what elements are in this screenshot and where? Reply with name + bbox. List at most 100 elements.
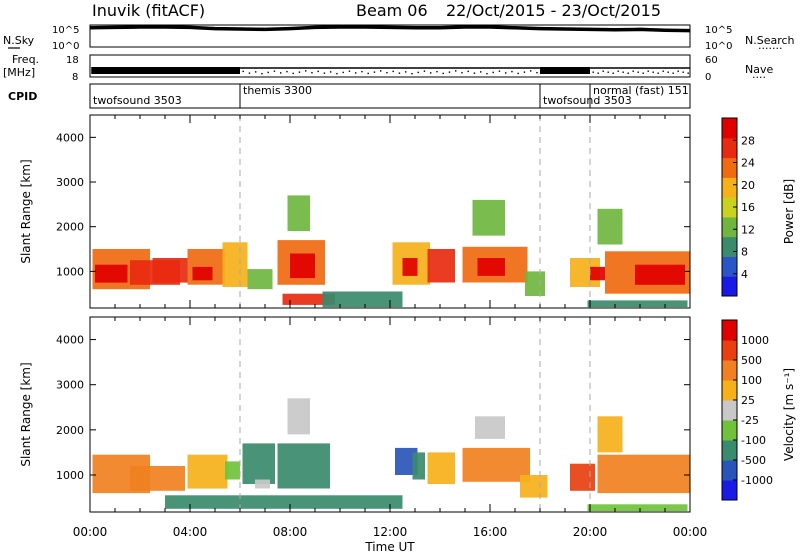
colorbar-swatch bbox=[722, 177, 737, 198]
nave-dot bbox=[486, 72, 488, 75]
x-tick-label: 16:00 bbox=[473, 525, 508, 539]
nave-dot bbox=[430, 72, 432, 74]
nave-dot bbox=[405, 71, 407, 73]
colorbar-swatch bbox=[722, 460, 737, 481]
nave-dot bbox=[627, 72, 629, 74]
nsearch-label: N.Search bbox=[745, 34, 795, 47]
nave-dot bbox=[417, 71, 419, 74]
colorbar-tick-label: 1000 bbox=[741, 334, 769, 347]
y-tick-label: 1000 bbox=[56, 469, 84, 482]
nave-dot bbox=[423, 70, 426, 72]
heatmap-cell bbox=[225, 461, 240, 480]
heatmap-cell bbox=[477, 258, 505, 276]
colorbar-swatch bbox=[722, 320, 737, 341]
nave-dot bbox=[667, 71, 669, 73]
cpid-segment-label: twofsound 3503 bbox=[93, 94, 182, 107]
heatmap-cell bbox=[290, 253, 315, 279]
cpid-segment-label: normal (fast) 151 bbox=[593, 84, 689, 97]
colorbar-label: Power [dB] bbox=[782, 179, 796, 244]
heatmap-cell bbox=[635, 264, 685, 285]
noise-frame bbox=[89, 24, 691, 48]
nave-dot bbox=[255, 71, 257, 73]
heatmap-cell bbox=[427, 452, 455, 484]
colorbar-swatch bbox=[722, 157, 737, 178]
nave-dot bbox=[672, 72, 674, 74]
nave-dot bbox=[398, 72, 401, 74]
nave-dot bbox=[342, 71, 344, 74]
heatmap-cell bbox=[412, 452, 425, 480]
heatmap-cell bbox=[590, 266, 605, 281]
heatmap-cell bbox=[402, 258, 418, 276]
heatmap-cell bbox=[287, 195, 310, 232]
x-tick-label: 20:00 bbox=[573, 525, 608, 539]
nave-dot bbox=[523, 71, 526, 73]
nave-dot bbox=[317, 70, 319, 73]
frequency-panel: 18 8 60 0 bbox=[66, 54, 718, 83]
nave-dot bbox=[517, 72, 519, 75]
heatmap-cell bbox=[395, 447, 418, 475]
noise-right-bottom-tick: 10^0 bbox=[705, 41, 732, 52]
colorbar-swatch bbox=[722, 340, 737, 361]
freq-band-1 bbox=[91, 67, 240, 74]
nave-dot bbox=[323, 72, 326, 74]
nave-dot bbox=[617, 70, 619, 72]
heatmap-cell bbox=[287, 398, 310, 435]
noise-right-top-tick: 10^5 bbox=[705, 25, 732, 36]
nave-dot bbox=[361, 70, 363, 73]
nave-dot bbox=[442, 72, 444, 75]
colorbar-label: Velocity [m s⁻¹] bbox=[782, 368, 796, 461]
nave-dot bbox=[647, 70, 649, 72]
nave-dot bbox=[677, 70, 679, 72]
y-tick-label: 4000 bbox=[56, 334, 84, 347]
colorbar-tick-label: 500 bbox=[741, 354, 762, 367]
nave-label: Nave bbox=[745, 63, 773, 76]
colorbar-tick-label: 20 bbox=[741, 179, 755, 192]
heatmap-cell bbox=[130, 466, 185, 491]
colorbar-swatch bbox=[722, 197, 737, 218]
heatmap-cell bbox=[282, 293, 335, 305]
nave-dot bbox=[373, 71, 376, 73]
nave-dot bbox=[348, 70, 351, 72]
heatmap-cell bbox=[597, 454, 690, 494]
colorbar-swatch bbox=[722, 236, 737, 257]
colorbar-tick-label: 12 bbox=[741, 223, 755, 236]
y-tick-label: 2000 bbox=[56, 424, 84, 437]
freq-left-top-tick: 18 bbox=[66, 55, 79, 66]
colorbar-tick-label: 16 bbox=[741, 201, 755, 214]
date-range: 22/Oct/2015 - 23/Oct/2015 bbox=[446, 1, 661, 20]
colorbar-frame bbox=[721, 319, 738, 501]
heatmap-cell bbox=[255, 479, 270, 489]
nave-dot bbox=[461, 71, 463, 74]
y-tick-label: 3000 bbox=[56, 176, 84, 189]
heatmap-cell bbox=[427, 249, 455, 283]
nave-dot bbox=[637, 71, 639, 73]
x-tick-label: 08:00 bbox=[273, 525, 308, 539]
nave-dot bbox=[355, 72, 357, 74]
heatmap-cell bbox=[462, 447, 530, 482]
beam-label: Beam 06 bbox=[356, 1, 428, 20]
colorbar-tick-label: 100 bbox=[741, 374, 762, 387]
heatmap-cell bbox=[587, 504, 688, 512]
velocity-panel: 1000 2000 3000 4000 Slant Range [km] 1000 500… bbox=[19, 316, 796, 513]
y-tick-label: 1000 bbox=[56, 265, 84, 278]
heatmap-cell bbox=[152, 258, 188, 283]
freq-right-bottom-tick: 0 bbox=[705, 72, 711, 83]
y-tick-label: 2000 bbox=[56, 221, 84, 234]
nave-dot bbox=[530, 70, 532, 72]
freq-right-top-tick: 60 bbox=[705, 55, 718, 66]
colorbar-swatch bbox=[722, 480, 737, 501]
colorbar-tick-label: -25 bbox=[741, 414, 759, 427]
colorbar-swatch bbox=[722, 118, 737, 139]
nave-dot bbox=[682, 71, 684, 73]
heatmap-cell bbox=[570, 463, 595, 491]
heatmap-cell bbox=[95, 264, 128, 283]
colorbar-tick-label: 8 bbox=[741, 246, 748, 259]
noise-left-top-tick: 10^5 bbox=[52, 25, 79, 36]
colorbar-tick-label: 25 bbox=[741, 394, 755, 407]
nave-dot bbox=[657, 72, 659, 74]
colorbar-tick-label: -100 bbox=[741, 434, 766, 447]
y-axis-label: Slant Range [km] bbox=[19, 159, 33, 263]
nave-dot bbox=[602, 70, 604, 72]
